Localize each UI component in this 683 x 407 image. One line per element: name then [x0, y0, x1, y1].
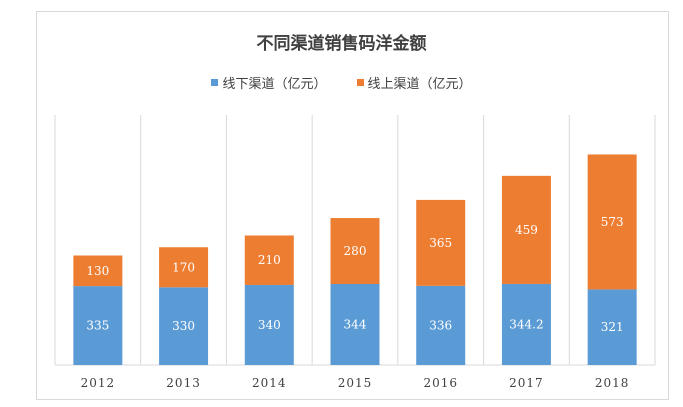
legend-item-online: 线上渠道（亿元）	[356, 73, 472, 92]
data-label-offline-2018: 321	[601, 320, 624, 334]
x-tick-label-2013: 2013	[166, 376, 201, 390]
bar-online-2015	[330, 218, 380, 284]
bar-offline-2013	[159, 287, 209, 365]
bar-offline-2012	[73, 286, 123, 365]
bar-online-2018	[587, 154, 637, 290]
data-label-offline-2012: 335	[86, 319, 109, 333]
data-label-offline-2017: 344.2	[509, 317, 543, 331]
bar-online-2016	[416, 199, 466, 286]
legend-label-online: 线上渠道（亿元）	[367, 77, 472, 92]
bar-online-2013	[159, 247, 209, 288]
x-tick-label-2014: 2014	[252, 376, 287, 390]
data-label-online-2017: 459	[515, 223, 538, 237]
data-label-online-2015: 280	[344, 244, 367, 258]
data-label-online-2018: 573	[601, 215, 624, 229]
x-tick-label-2017: 2017	[509, 376, 544, 390]
x-tick-label-2016: 2016	[423, 376, 458, 390]
bar-offline-2018	[587, 289, 637, 365]
bar-online-2014	[244, 235, 294, 285]
legend-item-offline: 线下渠道（亿元）	[211, 73, 327, 92]
chart-legend: 线下渠道（亿元） 线上渠道（亿元）	[0, 73, 683, 92]
data-label-online-2012: 130	[86, 264, 109, 278]
data-label-offline-2015: 344	[344, 317, 367, 331]
bar-online-2017	[501, 175, 551, 284]
chart-title: 不同渠道销售码洋金额	[256, 34, 427, 54]
x-tick-label-2018: 2018	[595, 376, 630, 390]
legend-label-offline: 线下渠道（亿元）	[222, 77, 327, 92]
data-label-offline-2014: 340	[258, 318, 281, 332]
legend-swatch-offline	[211, 79, 219, 86]
bar-offline-2015	[330, 283, 380, 365]
x-tick-label-2015: 2015	[338, 376, 373, 390]
bar-online-2012	[73, 255, 123, 287]
bar-offline-2014	[244, 284, 294, 365]
data-label-online-2014: 210	[258, 253, 281, 267]
legend-swatch-online	[356, 79, 364, 86]
data-label-offline-2016: 336	[429, 318, 452, 332]
data-label-online-2016: 365	[429, 236, 452, 250]
x-tick-label-2012: 2012	[81, 376, 116, 390]
chart-frame	[36, 11, 669, 400]
bar-offline-2016	[416, 285, 466, 365]
data-label-offline-2013: 330	[172, 319, 195, 333]
data-label-online-2013: 170	[172, 260, 195, 274]
bar-offline-2017	[501, 283, 551, 365]
